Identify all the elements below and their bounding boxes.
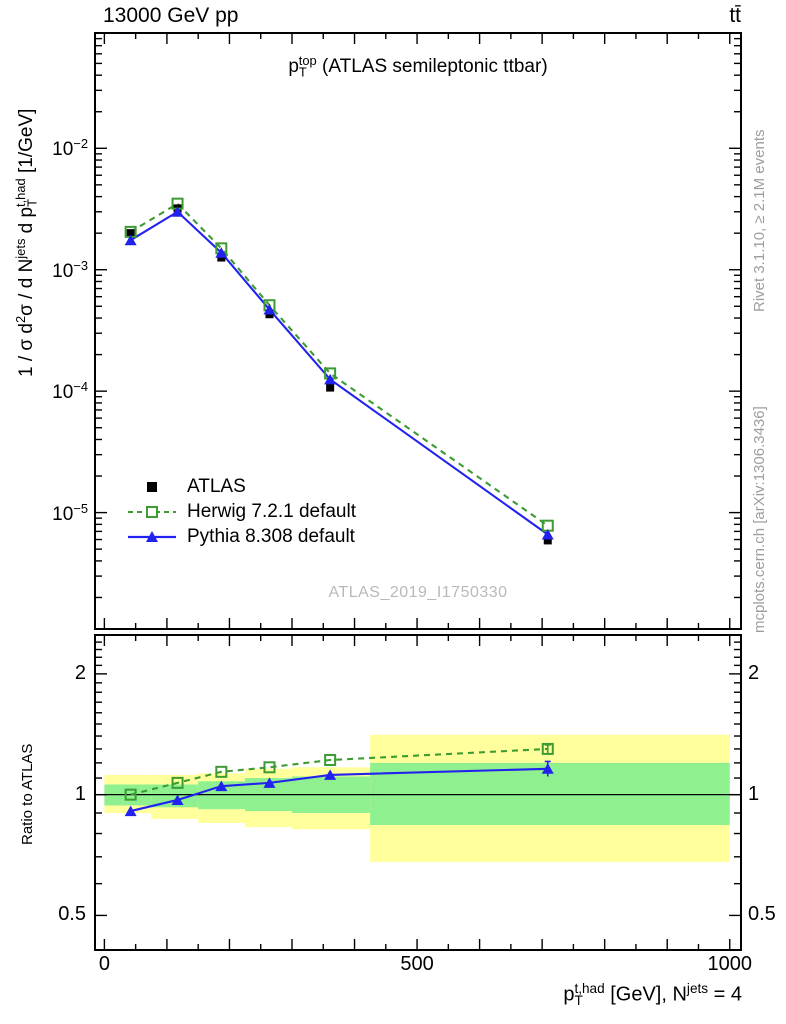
- pythia-marker: [324, 373, 337, 385]
- pythia-line: [130, 210, 549, 536]
- pythia-marker: [215, 247, 228, 258]
- legend: ATLAS Herwig 7.2.1 default Pythia 8.308 …: [128, 474, 356, 549]
- x-tick-label: 0: [98, 953, 110, 975]
- pythia-marker: [124, 234, 137, 246]
- beam-energy-label: 13000 GeV pp: [103, 4, 239, 27]
- x-tick-label: 1000: [707, 953, 752, 975]
- analysis-id-watermark: ATLAS_2019_I1750330: [328, 584, 508, 601]
- main-plot-frame: [94, 32, 742, 630]
- uncertainty-band-green: [151, 784, 199, 808]
- pythia-marker-icon: [128, 530, 176, 542]
- pythia-marker: [541, 529, 554, 540]
- ratio-herwig-marker: [124, 788, 137, 801]
- legend-entry-pythia: Pythia 8.308 default: [128, 524, 356, 549]
- y-tick-label: 10−3: [52, 257, 88, 282]
- ratio-pythia-marker: [324, 769, 337, 780]
- atlas-marker: [326, 383, 335, 392]
- ratio-pythia-marker: [124, 805, 137, 817]
- process-label: tt̄: [729, 4, 741, 27]
- ratio-herwig-marker: [263, 761, 276, 774]
- herwig-line: [130, 202, 549, 527]
- ratio-plot-frame: [94, 634, 742, 951]
- ratio-pythia-marker: [263, 777, 276, 788]
- legend-label: Pythia 8.308 default: [187, 525, 355, 547]
- ratio-tick-label-left: 0.5: [58, 903, 86, 926]
- y-tick-label: 10−2: [52, 136, 88, 161]
- y-tick-label: 10−5: [52, 500, 88, 525]
- ratio-tick-label-right: 2: [748, 661, 760, 684]
- ratio-tick-label-left: 2: [74, 661, 86, 684]
- ratio-tick-label-left: 1: [74, 782, 86, 805]
- y-tick-label: 10−4: [52, 379, 88, 404]
- pythia-marker: [263, 304, 276, 315]
- plot-title: pTtop (ATLAS semileptonic ttbar): [288, 53, 548, 80]
- atlas-marker-icon: [147, 481, 157, 492]
- ratio-herwig-marker: [324, 754, 337, 767]
- ratio-tick-label-right: 1: [748, 782, 760, 805]
- legend-label: Herwig 7.2.1 default: [187, 500, 356, 522]
- ratio-herwig-marker: [541, 742, 554, 755]
- legend-entry-atlas: ATLAS: [128, 474, 356, 499]
- x-axis-title: pTt,had [GeV], Njets = 4: [563, 981, 742, 1009]
- atlas-marker: [543, 536, 552, 545]
- atlas-marker: [126, 229, 135, 238]
- ratio-tick-label-right: 0.5: [748, 903, 776, 926]
- legend-entry-herwig: Herwig 7.2.1 default: [128, 499, 356, 524]
- ratio-herwig-marker: [171, 776, 184, 789]
- herwig-marker-icon: [128, 505, 176, 518]
- x-tick-label: 500: [400, 953, 434, 975]
- legend-label: ATLAS: [187, 475, 246, 497]
- mcplots-credit-label: mcplots.cern.ch [arXiv:1306.3436]: [751, 406, 768, 633]
- ratio-herwig-marker: [215, 765, 228, 778]
- ratio-pythia-marker: [541, 763, 554, 774]
- ratio-pythia-marker: [215, 780, 228, 792]
- rivet-version-label: Rivet 3.1.10, ≥ 2.1M events: [751, 129, 768, 313]
- ratio-pythia-line: [130, 767, 548, 813]
- pythia-marker: [171, 206, 184, 217]
- ratio-pythia-marker: [171, 794, 184, 805]
